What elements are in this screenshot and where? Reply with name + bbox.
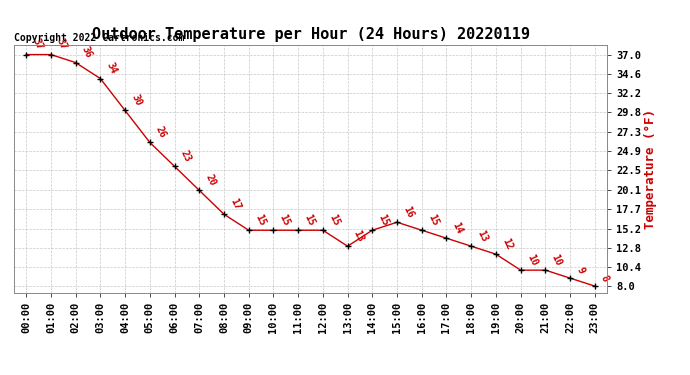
Title: Outdoor Temperature per Hour (24 Hours) 20220119: Outdoor Temperature per Hour (24 Hours) … (92, 27, 529, 42)
Text: 14: 14 (451, 220, 464, 236)
Text: 20: 20 (204, 172, 217, 188)
Text: Copyright 2022 Cartronics.com: Copyright 2022 Cartronics.com (14, 33, 185, 42)
Text: 10: 10 (549, 252, 564, 267)
Text: 13: 13 (352, 228, 366, 243)
Text: 12: 12 (500, 237, 514, 251)
Text: 37: 37 (30, 37, 44, 52)
Text: 15: 15 (377, 213, 391, 228)
Text: 8: 8 (599, 274, 611, 284)
Text: 15: 15 (426, 213, 440, 228)
Text: 37: 37 (55, 37, 69, 52)
Text: 17: 17 (228, 196, 242, 211)
Text: 15: 15 (277, 213, 292, 228)
Text: 10: 10 (525, 252, 539, 267)
Text: 30: 30 (129, 93, 144, 108)
Text: 15: 15 (302, 213, 316, 228)
Text: 23: 23 (179, 149, 193, 164)
Text: 9: 9 (574, 266, 586, 275)
Text: 26: 26 (154, 125, 168, 140)
Y-axis label: Temperature (°F): Temperature (°F) (644, 109, 657, 229)
Text: 16: 16 (401, 205, 415, 219)
Text: 15: 15 (327, 213, 341, 228)
Text: 15: 15 (253, 213, 267, 228)
Text: 34: 34 (104, 61, 119, 76)
Text: 36: 36 (80, 45, 94, 60)
Text: 13: 13 (475, 228, 489, 243)
